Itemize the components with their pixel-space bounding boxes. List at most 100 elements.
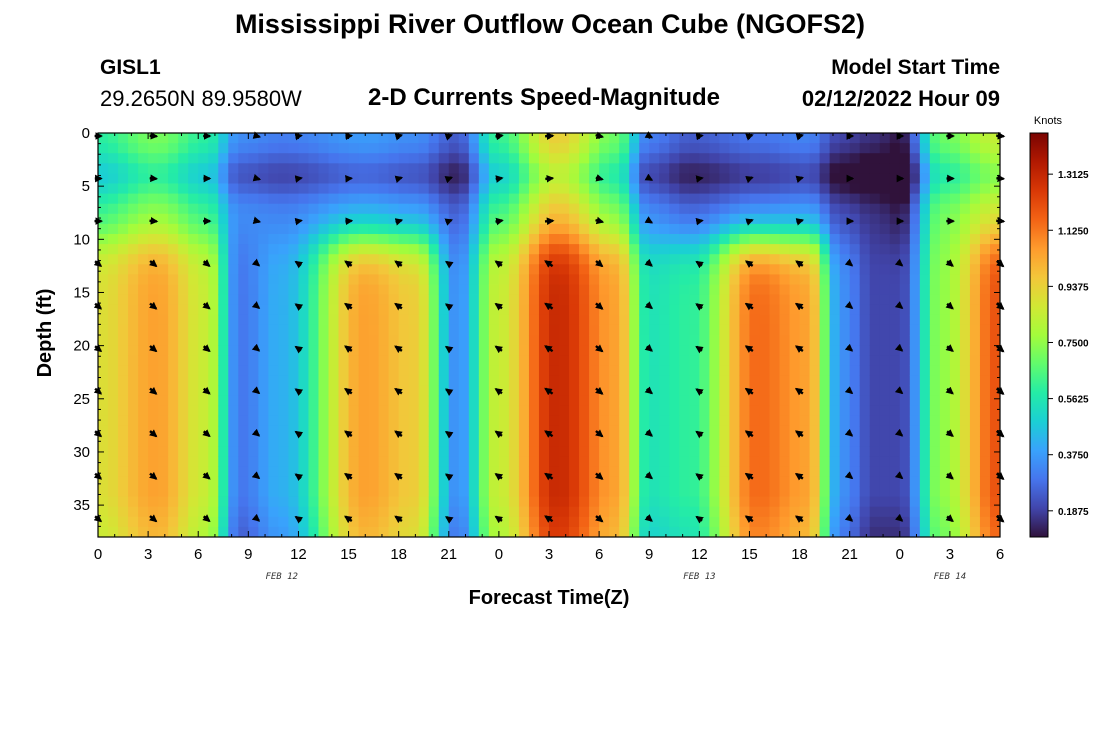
- heatmap-cell: [358, 365, 370, 376]
- heatmap-cell: [298, 203, 310, 215]
- heatmap-cell: [919, 254, 931, 265]
- heatmap-cell: [298, 405, 310, 417]
- heatmap-cell: [589, 385, 600, 397]
- heatmap-cell: [929, 425, 941, 437]
- heatmap-cell: [248, 526, 259, 537]
- heatmap-cell: [368, 314, 380, 326]
- heatmap-cell: [188, 385, 199, 397]
- heatmap-cell: [549, 223, 560, 235]
- heatmap-cell: [368, 476, 380, 488]
- heatmap-cell: [829, 415, 841, 427]
- heatmap-cell: [879, 163, 891, 174]
- heatmap-cell: [368, 516, 380, 528]
- heatmap-cell: [619, 234, 630, 245]
- heatmap-cell: [659, 496, 670, 508]
- heatmap-cell: [919, 153, 931, 164]
- heatmap-cell: [448, 294, 460, 306]
- heatmap-cell: [869, 345, 881, 356]
- heatmap-cell: [699, 274, 710, 286]
- heatmap-cell: [949, 274, 961, 286]
- heatmap-cell: [729, 375, 741, 387]
- heatmap-cell: [739, 496, 751, 508]
- x-tick-label: 21: [841, 546, 858, 563]
- heatmap-cell: [188, 254, 199, 265]
- heatmap-cell: [308, 163, 320, 174]
- heatmap-cell: [909, 304, 921, 316]
- heatmap-cell: [358, 234, 370, 245]
- heatmap-cell: [538, 274, 550, 286]
- heatmap-cell: [98, 304, 109, 316]
- heatmap-cell: [138, 244, 149, 255]
- heatmap-cell: [518, 223, 530, 235]
- heatmap-cell: [809, 304, 821, 316]
- heatmap-cell: [208, 304, 219, 316]
- heatmap-cell: [188, 324, 199, 336]
- heatmap-cell: [228, 223, 239, 235]
- heatmap-cell: [508, 335, 520, 346]
- heatmap-cell: [398, 203, 410, 215]
- heatmap-cell: [338, 143, 350, 154]
- heatmap-cell: [328, 395, 340, 407]
- heatmap-cell: [298, 496, 310, 508]
- heatmap-cell: [378, 284, 390, 296]
- heatmap-cell: [799, 355, 811, 366]
- heatmap-cell: [248, 183, 259, 195]
- heatmap-cell: [258, 476, 269, 488]
- heatmap-cell: [769, 244, 781, 255]
- heatmap-cell: [468, 345, 480, 356]
- heatmap-cell: [538, 254, 550, 265]
- heatmap-cell: [128, 446, 139, 457]
- heatmap-cell: [619, 264, 630, 275]
- heatmap-cell: [679, 304, 690, 316]
- current-arrow: [394, 430, 403, 439]
- heatmap-cell: [188, 173, 199, 185]
- heatmap-cell: [138, 223, 149, 235]
- heatmap-cell: [168, 486, 179, 498]
- heatmap-cell: [669, 375, 680, 387]
- heatmap-cell: [118, 345, 129, 356]
- heatmap-cell: [438, 355, 450, 366]
- heatmap-cell: [388, 173, 400, 185]
- heatmap-cell: [248, 193, 259, 205]
- heatmap-cell: [709, 254, 720, 265]
- heatmap-cell: [899, 163, 911, 174]
- heatmap-cell: [118, 496, 129, 508]
- heatmap-cell: [609, 213, 620, 225]
- heatmap-cell: [669, 213, 680, 225]
- heatmap-cell: [138, 254, 149, 265]
- heatmap-cell: [128, 213, 139, 225]
- current-arrow: [595, 472, 604, 480]
- current-arrow: [795, 260, 804, 268]
- heatmap-cell: [609, 193, 620, 205]
- heatmap-cell: [659, 213, 670, 225]
- heatmap-cell: [168, 415, 179, 427]
- heatmap-cell: [769, 355, 781, 366]
- heatmap-cell: [338, 506, 350, 518]
- heatmap-cell: [318, 486, 330, 498]
- heatmap-cell: [338, 264, 350, 275]
- heatmap-cell: [198, 304, 209, 316]
- heatmap-cell: [959, 294, 971, 306]
- heatmap-cell: [619, 244, 630, 255]
- heatmap-cell: [278, 314, 290, 326]
- heatmap-cell: [188, 294, 199, 306]
- heatmap-cell: [488, 486, 500, 498]
- heatmap-cell: [148, 163, 159, 174]
- heatmap-cell: [609, 355, 620, 366]
- heatmap-cell: [599, 385, 610, 397]
- heatmap-cell: [498, 516, 510, 528]
- heatmap-cell: [528, 436, 540, 447]
- heatmap-cell: [589, 436, 600, 447]
- heatmap-cell: [468, 395, 480, 407]
- heatmap-cell: [589, 143, 600, 154]
- heatmap-cell: [318, 274, 330, 286]
- heatmap-cell: [488, 456, 500, 467]
- heatmap-cell: [428, 213, 440, 225]
- heatmap-cell: [528, 163, 540, 174]
- heatmap-cell: [559, 425, 570, 437]
- heatmap-cell: [589, 133, 600, 144]
- heatmap-cell: [759, 183, 771, 195]
- heatmap-cell: [919, 173, 931, 185]
- heatmap-cell: [398, 436, 410, 447]
- heatmap-cell: [408, 203, 420, 215]
